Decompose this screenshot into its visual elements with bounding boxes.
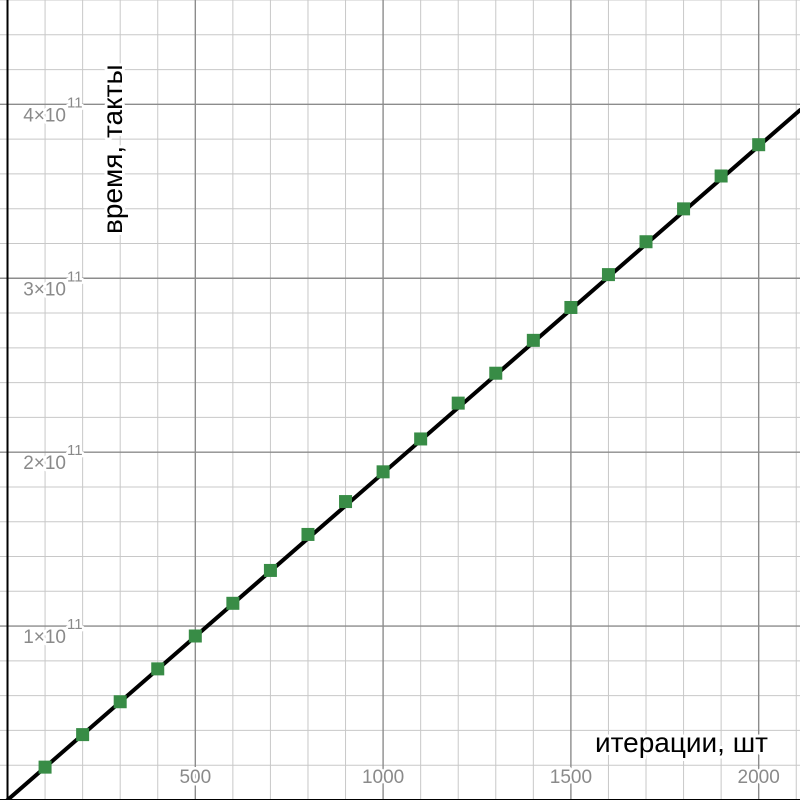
data-point xyxy=(301,527,315,541)
y-tick-exponent: 11 xyxy=(67,616,83,633)
fit-line xyxy=(4,108,800,800)
data-point xyxy=(38,760,52,774)
data-point xyxy=(451,396,465,410)
data-point xyxy=(639,235,653,249)
y-tick-label: 4×10 xyxy=(23,105,66,126)
series-layer xyxy=(4,108,800,800)
data-point xyxy=(677,202,691,216)
x-axis-title: итерации, шт xyxy=(595,727,768,758)
data-point xyxy=(489,366,503,380)
data-point xyxy=(263,563,277,577)
data-point xyxy=(564,300,578,314)
data-point xyxy=(188,629,202,643)
y-tick-label: 3×10 xyxy=(23,279,66,300)
y-tick-label: 2×10 xyxy=(23,453,66,474)
data-point xyxy=(113,695,127,709)
data-point xyxy=(752,138,766,152)
y-tick-label: 1×10 xyxy=(23,627,66,648)
y-tick-exponent: 11 xyxy=(67,268,83,285)
data-point xyxy=(376,465,390,479)
x-tick-label: 500 xyxy=(179,767,211,788)
data-point xyxy=(526,333,540,347)
x-tick-label: 1500 xyxy=(550,767,592,788)
x-tick-label: 1000 xyxy=(362,767,404,788)
data-point xyxy=(601,268,615,282)
y-tick-exponent: 11 xyxy=(67,442,83,459)
data-point xyxy=(714,169,728,183)
data-point xyxy=(226,596,240,610)
x-tick-label: 2000 xyxy=(738,767,780,788)
data-point xyxy=(414,432,428,446)
data-point xyxy=(76,728,90,742)
y-tick-exponent: 11 xyxy=(67,94,83,111)
y-axis-title: время, такты xyxy=(97,64,128,234)
data-point xyxy=(151,662,165,676)
data-point xyxy=(339,495,353,509)
